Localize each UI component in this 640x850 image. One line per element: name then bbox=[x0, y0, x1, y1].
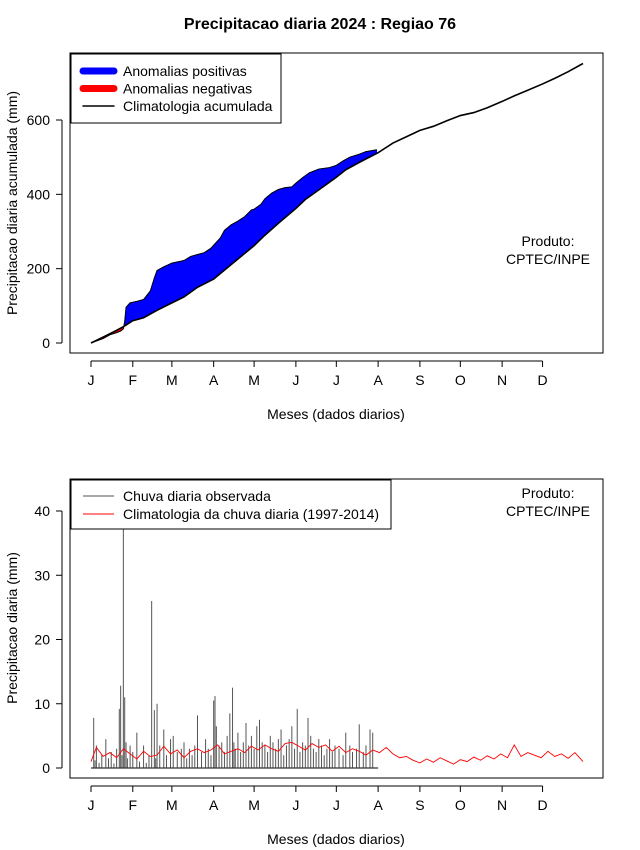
x-tick-label: M bbox=[248, 797, 260, 813]
y-axis-label: Precipitacao diaria (mm) bbox=[4, 552, 20, 704]
x-tick-label: D bbox=[537, 372, 547, 388]
x-tick-label: F bbox=[129, 372, 138, 388]
y-tick-label: 400 bbox=[27, 186, 51, 202]
plot-frame-bottom bbox=[69, 478, 604, 779]
x-tick-label: O bbox=[455, 372, 466, 388]
accumulated-precipitation-chart: 0 200 400 600 J F M A M J J A S O N D Meses (dados diari… bbox=[4, 52, 604, 422]
x-tick-label: A bbox=[373, 797, 383, 813]
y-tick-label: 200 bbox=[27, 261, 51, 277]
legend-label: Climatologia acumulada bbox=[123, 98, 273, 114]
x-tick-label: N bbox=[497, 797, 507, 813]
chart-title: Precipitacao diaria 2024 : Regiao 76 bbox=[183, 16, 457, 33]
y-tick-label: 600 bbox=[27, 112, 51, 128]
x-tick-label: M bbox=[166, 797, 178, 813]
x-tick-label: J bbox=[88, 372, 95, 388]
x-axis-label: Meses (dados diarios) bbox=[267, 831, 405, 847]
x-tick-label: A bbox=[373, 372, 383, 388]
x-tick-label: M bbox=[166, 372, 178, 388]
credit-line-2: CPTEC/INPE bbox=[506, 251, 590, 267]
x-tick-label: F bbox=[129, 797, 138, 813]
x-axis-label: Meses (dados diarios) bbox=[267, 406, 405, 422]
x-tick-label: M bbox=[248, 372, 260, 388]
climatology-daily-line bbox=[90, 741, 584, 765]
x-tick-label: J bbox=[333, 372, 340, 388]
y-tick-label: 10 bbox=[34, 696, 50, 712]
y-tick-label: 40 bbox=[34, 503, 50, 519]
x-tick-label: J bbox=[88, 797, 95, 813]
climatology-accumulated-line bbox=[90, 62, 584, 344]
x-tick-label: J bbox=[292, 797, 299, 813]
x-tick-label: S bbox=[415, 372, 424, 388]
x-tick-label: A bbox=[209, 797, 219, 813]
plot-frame-top bbox=[69, 52, 604, 354]
legend-label: Anomalias positivas bbox=[123, 63, 247, 79]
credit-line-1: Produto: bbox=[522, 485, 575, 501]
y-tick-label: 0 bbox=[42, 760, 50, 776]
x-tick-label: S bbox=[415, 797, 424, 813]
x-tick-label: D bbox=[537, 797, 547, 813]
y-tick-label: 30 bbox=[34, 567, 50, 583]
observed-accumulated-line bbox=[90, 149, 377, 344]
x-tick-label: A bbox=[209, 372, 219, 388]
y-axis-label: Precipitacao diaria acumulada (mm) bbox=[4, 91, 20, 315]
legend-bottom bbox=[70, 479, 392, 530]
credit-line-2: CPTEC/INPE bbox=[506, 503, 590, 519]
y-tick-label: 0 bbox=[42, 335, 50, 351]
x-tick-label: N bbox=[497, 372, 507, 388]
legend-label: Anomalias negativas bbox=[123, 81, 252, 97]
x-tick-label: J bbox=[292, 372, 299, 388]
legend-label: Chuva diaria observada bbox=[123, 488, 271, 504]
legend-label: Climatologia da chuva diaria (1997-2014) bbox=[123, 506, 379, 522]
y-tick-label: 20 bbox=[34, 632, 50, 648]
x-tick-label: O bbox=[455, 797, 466, 813]
credit-line-1: Produto: bbox=[522, 233, 575, 249]
x-tick-label: J bbox=[333, 797, 340, 813]
